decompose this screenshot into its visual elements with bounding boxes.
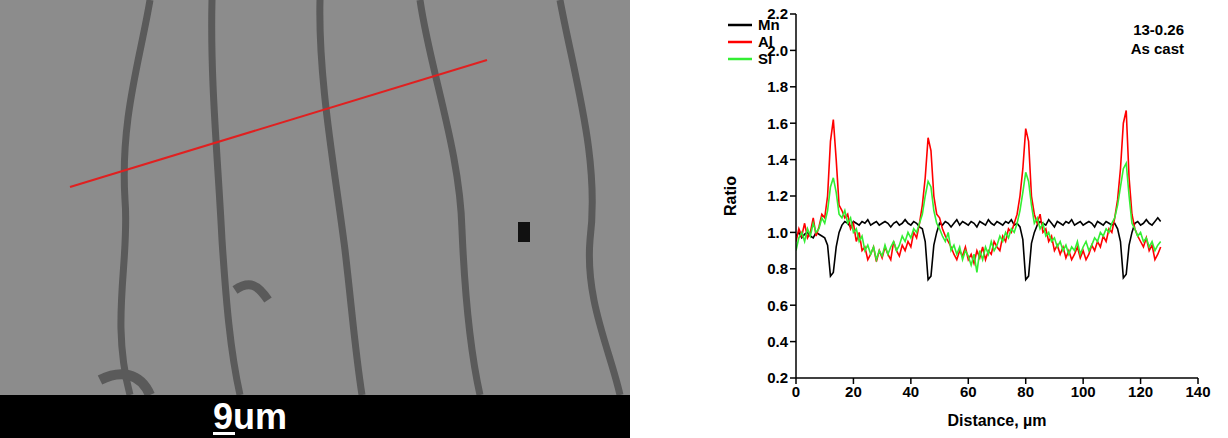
svg-text:100: 100 <box>1071 383 1096 400</box>
svg-text:Distance, µm: Distance, µm <box>947 412 1046 429</box>
html-text:13-0.26: 13-0.26 <box>1133 21 1184 38</box>
svg-text:1.8: 1.8 <box>767 78 788 95</box>
svg-text:0.8: 0.8 <box>767 260 788 277</box>
svg-text:120: 120 <box>1128 383 1153 400</box>
svg-text:140: 140 <box>1185 383 1210 400</box>
svg-text:9um: 9um <box>213 396 287 437</box>
svg-text:60: 60 <box>960 383 977 400</box>
svg-text:1.0: 1.0 <box>767 224 788 241</box>
svg-text:1.2: 1.2 <box>767 187 788 204</box>
html-text:Al: Al <box>758 33 773 50</box>
svg-text:1.6: 1.6 <box>767 115 788 132</box>
svg-text:20: 20 <box>845 383 862 400</box>
svg-text:0.6: 0.6 <box>767 297 788 314</box>
html-text:Si: Si <box>758 50 773 67</box>
svg-text:40: 40 <box>903 383 920 400</box>
svg-text:2.2: 2.2 <box>767 5 788 22</box>
svg-text:Ratio: Ratio <box>722 176 739 216</box>
svg-text:2.0: 2.0 <box>767 42 788 59</box>
html-text:As cast: As cast <box>1130 40 1184 57</box>
svg-text:1.4: 1.4 <box>767 151 789 168</box>
svg-text:0: 0 <box>792 383 800 400</box>
html-text:Mn: Mn <box>758 16 780 33</box>
svg-text:0.2: 0.2 <box>767 369 788 386</box>
svg-text:80: 80 <box>1017 383 1034 400</box>
svg-text:0.4: 0.4 <box>767 333 789 350</box>
